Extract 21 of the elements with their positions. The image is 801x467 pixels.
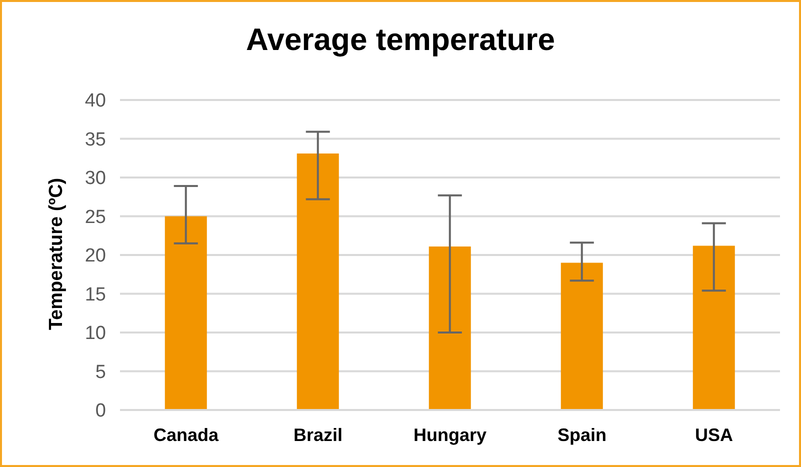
y-tick-label: 20 (84, 246, 106, 267)
y-axis-title: Temperature (ºC) (46, 178, 68, 330)
y-tick-label: 30 (84, 168, 106, 190)
x-tick-label: Brazil (293, 424, 343, 445)
y-tick-label: 10 (84, 323, 106, 344)
bar (428, 246, 471, 410)
chart-title: Average temperature (245, 22, 556, 58)
x-tick-label: Spain (557, 424, 607, 445)
bar (164, 216, 207, 410)
y-tick-label: 40 (84, 90, 106, 112)
y-tick-label: 5 (95, 362, 106, 383)
bar (296, 153, 339, 410)
y-tick-label: 15 (84, 284, 106, 306)
y-tick-label: 25 (84, 206, 106, 228)
x-tick-label: Canada (153, 424, 220, 445)
y-tick-label: 0 (95, 400, 106, 422)
bar (560, 262, 603, 410)
x-tick-label: USA (694, 424, 734, 445)
bar (692, 246, 735, 410)
y-tick-label: 35 (84, 129, 106, 150)
x-tick-label: Hungary (413, 424, 487, 445)
